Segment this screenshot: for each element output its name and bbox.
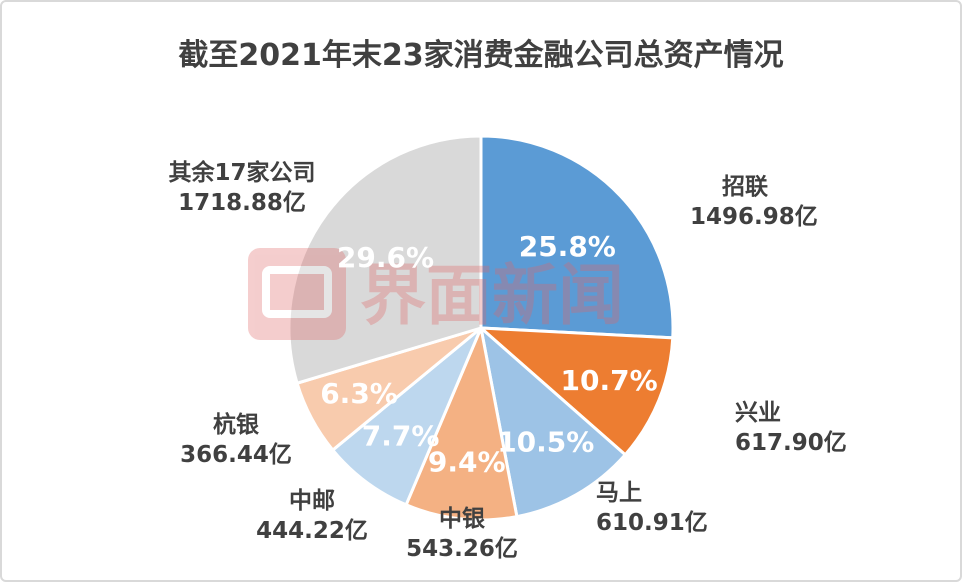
pie-slice-3 xyxy=(404,322,519,522)
percent-label-3: 9.4% xyxy=(428,446,506,479)
value-label-2: 610.91亿 xyxy=(596,510,708,536)
category-label-2: 马上 xyxy=(596,480,642,506)
percent-label-5: 6.3% xyxy=(320,377,398,410)
value-label-3: 543.26亿 xyxy=(406,536,518,562)
category-label-4: 中邮 xyxy=(289,488,335,514)
percent-label-4: 7.7% xyxy=(362,420,440,453)
value-label-6: 1718.88亿 xyxy=(178,190,306,216)
pie-slice-4 xyxy=(330,326,483,507)
value-label-4: 444.22亿 xyxy=(256,518,368,544)
pie-slice-6 xyxy=(287,134,483,386)
category-label-1: 兴业 xyxy=(735,400,781,426)
category-label-5: 杭银 xyxy=(213,411,260,438)
percent-label-0: 25.8% xyxy=(519,230,616,263)
percent-label-1: 10.7% xyxy=(560,364,657,397)
value-label-0: 1496.98亿 xyxy=(690,204,818,230)
pie-slice-2 xyxy=(478,323,628,519)
watermark-text: 界面新闻 xyxy=(360,257,624,334)
value-label-1: 617.90亿 xyxy=(735,430,847,456)
pie-slice-0 xyxy=(479,134,675,340)
value-label-5: 366.44亿 xyxy=(180,442,292,468)
percent-label-6: 29.6% xyxy=(337,241,434,274)
pie-slice-1 xyxy=(476,326,675,457)
percent-label-2: 10.5% xyxy=(497,425,594,458)
watermark-logo-icon xyxy=(248,248,346,340)
category-label-3: 中银 xyxy=(439,505,486,532)
chart-title: 截至2021年末23家消费金融公司总资产情况 xyxy=(178,38,784,73)
category-label-0: 招联 xyxy=(722,173,768,200)
category-label-6: 其余17家公司 xyxy=(168,159,315,186)
